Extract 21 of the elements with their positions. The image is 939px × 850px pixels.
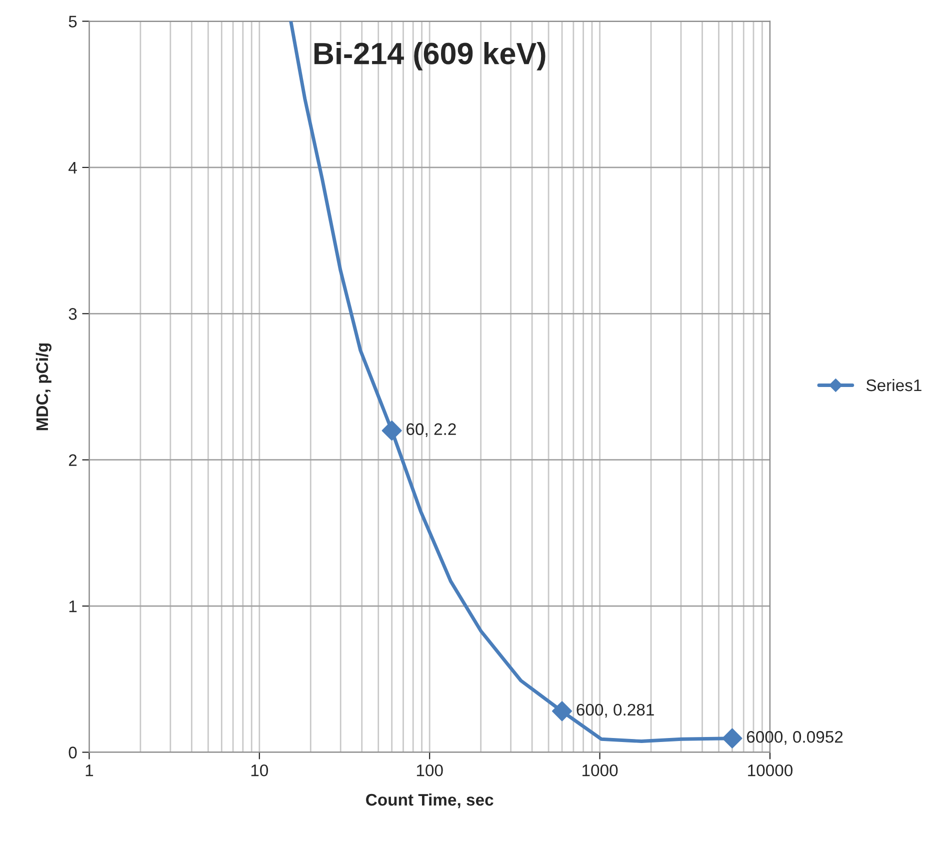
y-tick-label: 4 xyxy=(68,162,77,174)
legend-label: Series1 xyxy=(866,378,922,392)
data-label: 6000, 0.0952 xyxy=(746,731,843,745)
y-tick-label: 3 xyxy=(68,308,77,320)
x-tick-label: 1 xyxy=(86,764,94,776)
x-tick-label: 100 xyxy=(416,764,443,776)
y-tick-label: 2 xyxy=(68,454,77,466)
x-tick-label: 1000 xyxy=(582,764,618,776)
x-tick-label: 10000 xyxy=(748,764,793,776)
y-tick-label: 0 xyxy=(68,746,77,758)
point xyxy=(722,728,742,748)
text: Bi-214 (609 keV) xyxy=(314,42,546,70)
data-label: 60, 2.2 xyxy=(406,423,456,438)
y-tick-label: 1 xyxy=(69,600,77,612)
point xyxy=(382,420,402,441)
y-axis-title: MDC, pCi/g xyxy=(36,343,52,430)
x-tick-label: 10 xyxy=(251,764,268,776)
y-tick-label: 5 xyxy=(68,16,77,28)
point xyxy=(552,701,572,722)
data-label: 600, 0.281 xyxy=(576,704,654,718)
x-axis-title: Count Time, sec xyxy=(366,793,494,808)
